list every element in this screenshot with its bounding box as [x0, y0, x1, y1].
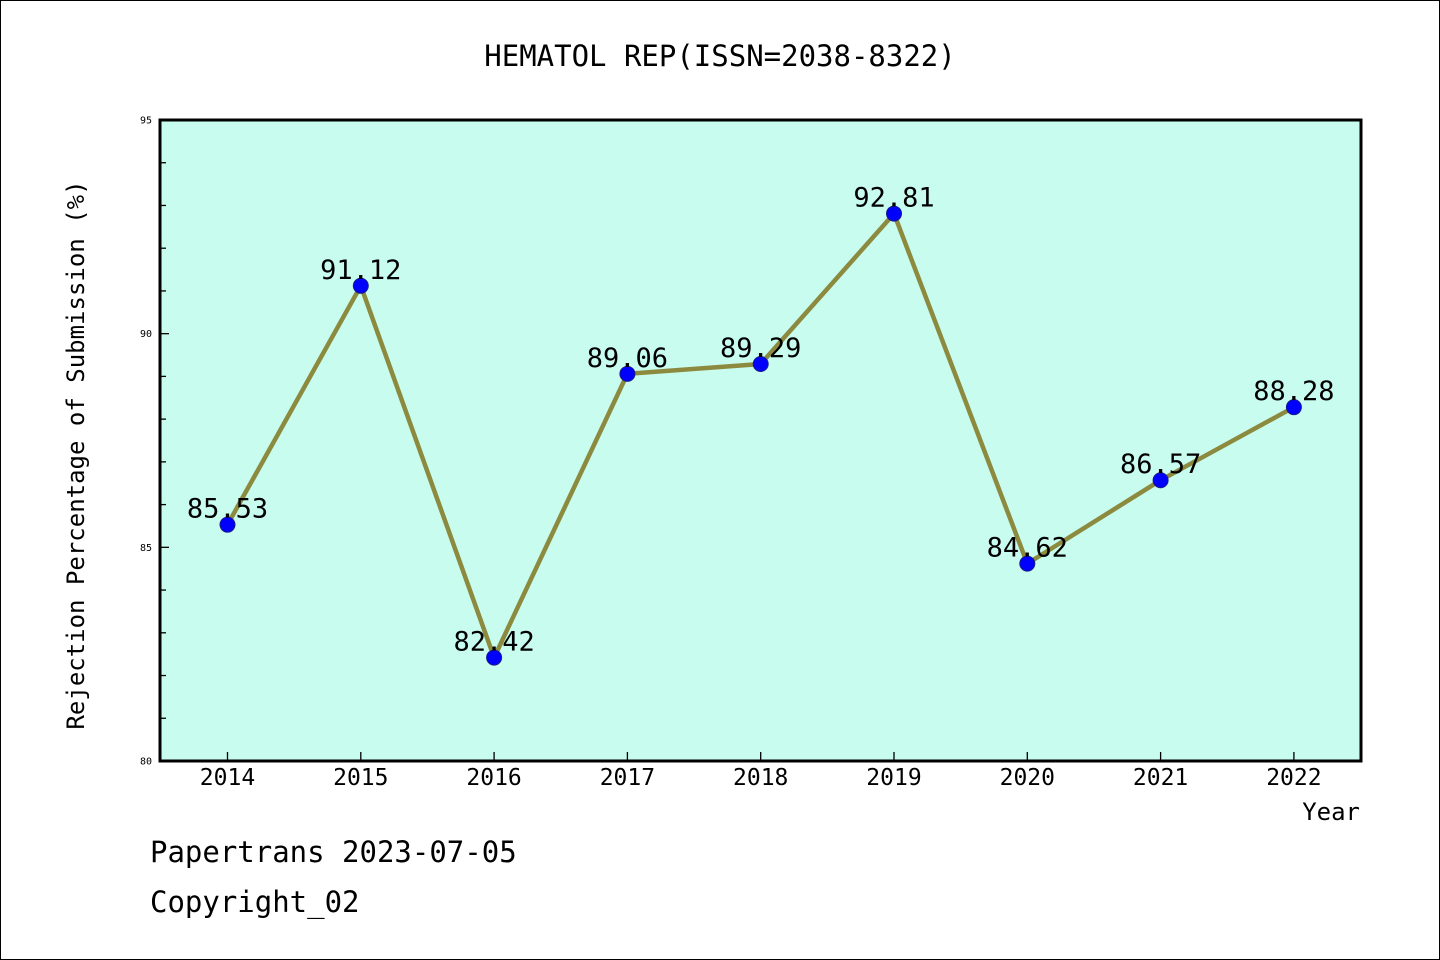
data-point [486, 649, 503, 666]
data-label: 91.12 [320, 255, 401, 286]
x-tick-label: 2021 [1133, 765, 1188, 791]
footer-date: Papertrans 2023-07-05 [150, 835, 517, 869]
x-tick-label: 2019 [866, 765, 921, 791]
x-tick-label: 2016 [466, 765, 521, 791]
y-tick-label: 85 [140, 543, 152, 554]
data-label: 85.53 [187, 494, 268, 525]
data-point [219, 516, 236, 533]
plot-area [158, 118, 1363, 763]
y-axis-label: Rejection Percentage of Submission (%) [62, 180, 90, 729]
footer-copyright: Copyright_02 [150, 885, 360, 919]
y-tick-label: 90 [140, 329, 152, 340]
x-tick-label: 2022 [1266, 765, 1321, 791]
x-tick-label: 2017 [600, 765, 655, 791]
x-tick-label: 2018 [733, 765, 788, 791]
x-tick-label: 2020 [1000, 765, 1055, 791]
data-point [752, 356, 769, 373]
x-axis-label: Year [1302, 798, 1360, 826]
data-label: 84.62 [987, 533, 1068, 564]
data-label: 92.81 [853, 183, 934, 214]
data-label: 89.06 [587, 343, 668, 374]
data-labels: 85.53 91.12 82.42 89.06 89.29 92.81 84.62 86.57… [187, 183, 1335, 658]
data-point [886, 205, 902, 222]
x-axis: 2014 2015 2016 2017 2018 2019 2020 2021 2022 [200, 752, 1322, 791]
data-point [352, 277, 369, 294]
data-label: 82.42 [453, 627, 534, 658]
series-line [219, 205, 1302, 666]
data-label: 88.28 [1253, 376, 1334, 407]
data-label: 89.29 [720, 333, 801, 364]
data-point [1285, 399, 1302, 416]
data-point [1019, 555, 1036, 572]
chart-title: HEMATOL REP(ISSN=2038-8322) [484, 39, 955, 73]
x-tick-label: 2014 [200, 765, 255, 791]
x-tick-label: 2015 [333, 765, 388, 791]
y-tick-label: 95 [140, 116, 152, 127]
data-label: 86.57 [1120, 449, 1201, 480]
y-axis: 80 85 90 95 [140, 116, 169, 768]
data-point [619, 365, 636, 382]
y-tick-label: 80 [140, 757, 152, 768]
data-point [1152, 472, 1169, 489]
